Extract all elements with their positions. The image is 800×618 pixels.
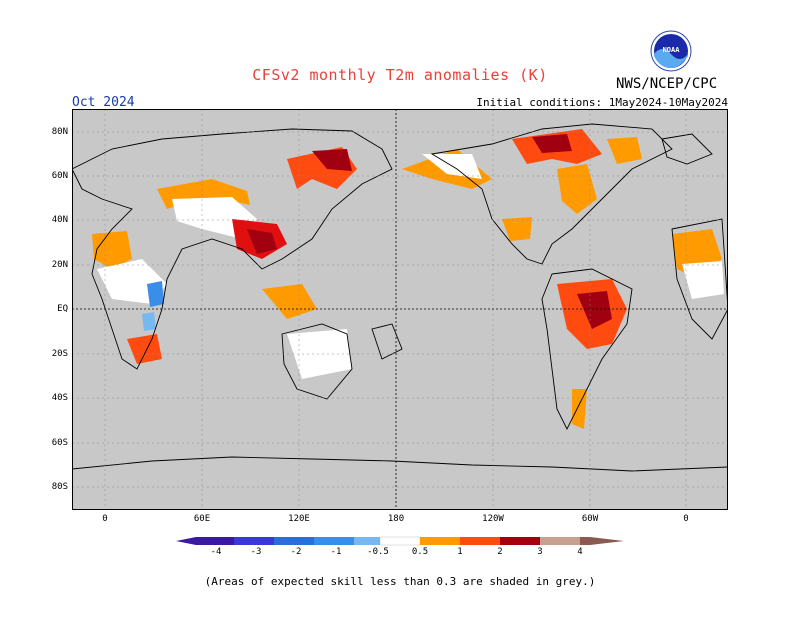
lat-label: 80N [51, 127, 68, 137]
colorbar-label: -4 [210, 547, 222, 557]
colorbar-swatch [314, 537, 354, 545]
valid-month: Oct 2024 [72, 95, 135, 110]
colorbar-swatch [420, 537, 460, 545]
map-frame [72, 109, 728, 510]
lat-label: EQ [57, 304, 68, 314]
lon-label: 120E [288, 514, 310, 524]
lat-label: 20N [51, 260, 68, 270]
colorbar-swatch [196, 537, 234, 545]
lat-label: 40S [51, 393, 68, 403]
colorbar-label: -0.5 [367, 547, 389, 557]
colorbar-swatch [500, 537, 540, 545]
colorbar-label: -2 [290, 547, 302, 557]
warm-anomaly-patches [92, 129, 724, 429]
colorbar-label: 4 [577, 547, 583, 557]
lon-label: 0 [102, 514, 108, 524]
lon-label: 60W [581, 514, 599, 524]
lat-label: 80S [51, 482, 68, 492]
colorbar-swatch [540, 537, 580, 545]
anomaly-map [72, 109, 728, 510]
lon-label: 60E [193, 514, 211, 524]
colorbar-swatch [379, 536, 421, 546]
noaa-logo: NOAA [650, 30, 692, 72]
gridlines [72, 109, 728, 510]
footnote: (Areas of expected skill less than 0.3 a… [204, 575, 596, 588]
colorbar-label: 0.5 [411, 547, 429, 557]
map-title: CFSv2 monthly T2m anomalies (K) [252, 66, 548, 84]
lat-label: 20S [51, 349, 68, 359]
colorbar-max-arrow [590, 537, 624, 545]
colorbar-swatch [234, 537, 274, 545]
lat-label: 60S [51, 438, 68, 448]
colorbar [176, 536, 624, 546]
colorbar-swatch [580, 537, 590, 545]
colorbar-label: 1 [457, 547, 463, 557]
colorbar-label: 3 [537, 547, 543, 557]
colorbar-label: -1 [330, 547, 342, 557]
coastlines [72, 123, 728, 472]
lat-label: 60N [51, 171, 68, 181]
lon-label: 180 [387, 514, 405, 524]
colorbar-swatch [274, 537, 314, 545]
colorbar-swatch [460, 537, 500, 545]
colorbar-min-arrow [176, 537, 196, 545]
cool-anomaly-patches [142, 281, 164, 331]
initial-conditions: Initial conditions: 1May2024-10May2024 [476, 96, 728, 109]
agency-label: NWS/NCEP/CPC [616, 76, 718, 92]
lat-label: 40N [51, 215, 68, 225]
colorbar-label: 2 [497, 547, 503, 557]
equator-and-dateline [72, 109, 728, 510]
colorbar-swatch [354, 537, 380, 545]
noaa-logo-text: NOAA [663, 46, 681, 54]
colorbar-label: -3 [250, 547, 262, 557]
lon-label: 120W [482, 514, 504, 524]
lon-label: 0 [683, 514, 689, 524]
